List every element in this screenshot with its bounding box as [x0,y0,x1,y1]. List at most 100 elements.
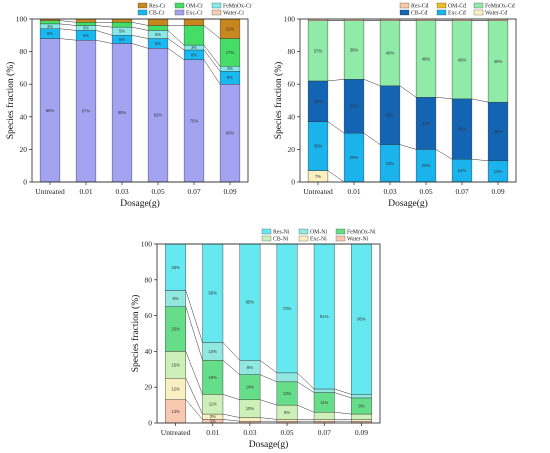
connector-line [327,170,345,183]
connector-line [363,79,381,87]
legend-swatch [335,228,346,235]
data-label: 49% [494,59,503,64]
connector-line [167,48,185,60]
y-tick-label: 80 [20,47,28,56]
legend-label: Exc-Ni [310,237,327,243]
legend-swatch [298,228,309,235]
x-tick-label: 0.01 [79,187,92,196]
y-tick-label: 20 [145,383,153,392]
bar-Res-Cr-0.05 [147,18,169,26]
data-label: 36% [458,127,467,132]
x-axis-label: Dosage(g) [120,198,160,209]
legend-swatch [211,2,222,9]
connector-line [185,378,203,415]
data-label: 12% [226,26,235,31]
data-label: 3% [47,24,53,29]
data-label: 14% [458,168,467,173]
data-label: 86% [357,317,366,322]
connector-line [185,399,203,420]
x-tick-label: 0.05 [151,187,164,196]
data-label: 10% [209,349,218,354]
data-label: 15% [171,362,180,367]
data-label: 29% [350,155,359,160]
legend-swatch [298,235,309,242]
data-label: 13% [171,409,180,414]
bar-CB-Ni-0.09 [350,413,372,420]
data-label: 5% [119,29,125,34]
connector-line [260,417,277,420]
legend-swatch [473,2,484,9]
bar-OM-Ni-0.09 [350,394,372,399]
data-label: 6% [191,52,197,57]
x-tick-label: 0.05 [281,428,294,437]
connector-line [260,374,277,383]
legend-label: CB-Cr [149,11,165,17]
bar-OM-Ni-0.05 [276,372,298,383]
data-label: 8% [227,75,233,80]
bar-Exc-Ni-0.09 [350,419,372,422]
data-label: 36% [386,113,395,118]
legend-label: Water-Cr [223,11,244,17]
data-label: 3% [83,25,89,30]
data-label: 9% [358,403,364,408]
connector-line [399,85,417,98]
x-axis-label: Dosage(g) [249,439,289,450]
data-label: 82% [154,113,163,118]
connector-line [334,388,352,395]
connector-line [222,342,240,361]
legend-swatch [399,2,410,9]
connector-line [131,26,149,31]
data-label: 30% [314,144,323,149]
data-label: 56% [209,291,218,296]
connector-line [334,392,352,399]
legend-label: Exc-Cr [186,11,203,17]
data-label: 23% [386,161,395,166]
data-label: 88% [46,108,55,113]
connector-line [327,79,345,82]
x-tick-label: 0.01 [206,428,219,437]
plot-frame [31,18,249,183]
legend-label: Res-Cd [411,4,428,10]
legend-label: FeMnOx-Ni [347,230,376,236]
data-label: 85% [118,110,127,115]
connector-line [297,372,315,390]
connector-line [435,149,453,160]
x-tick-label: Untreated [303,187,333,196]
data-label: 49% [458,57,467,62]
connector-line [471,98,489,103]
connector-line [471,158,489,162]
connector-line [95,39,113,44]
connector-line [59,20,77,23]
data-label: 11% [209,402,217,407]
legend-label: CB-Ni [273,237,289,243]
y-tick-label: 40 [145,347,153,356]
data-label: 8% [247,365,253,370]
data-label: 40% [386,51,395,56]
data-label: 60% [226,131,235,136]
connector-line [185,351,203,395]
legend-swatch [137,2,148,9]
data-label: 65% [246,300,255,305]
data-label: 36% [494,129,503,134]
legend-swatch [436,9,447,16]
data-label: 3% [210,419,216,424]
connector-line [327,121,345,134]
bar-Res-Cr-0.03 [111,18,133,23]
data-label: 3% [191,45,197,50]
x-tick-label: Untreated [161,428,191,437]
data-label: 87% [82,109,91,114]
data-label: 8% [284,410,290,415]
bar-Exc-Ni-0.07 [313,419,335,422]
connector-line [297,381,315,393]
data-label: 17% [226,50,235,55]
x-tick-label: 0.09 [355,428,368,437]
y-tick-label: 20 [288,145,296,154]
legend-swatch [399,9,410,16]
bar-OM-Cr-0.01 [75,22,97,26]
legend-swatch [137,9,148,16]
legend-label: OM-Ni [310,230,327,236]
connector-line [185,290,203,343]
connector-line [59,23,77,26]
connector-line [59,38,77,41]
